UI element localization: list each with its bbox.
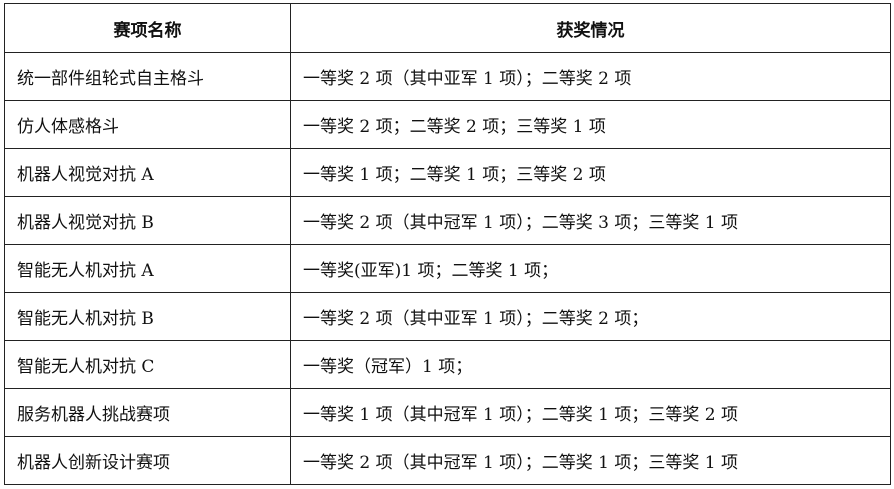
awards-cell: 一等奖 1 项；二等奖 1 项；三等奖 2 项 xyxy=(290,148,891,197)
table-row: 智能无人机对抗 B 一等奖 2 项（其中亚军 1 项）；二等奖 2 项； xyxy=(4,292,891,341)
event-name-cell: 机器人视觉对抗 B xyxy=(4,196,291,245)
event-name-cell: 机器人创新设计赛项 xyxy=(4,436,291,485)
header-row: 赛项名称 获奖情况 xyxy=(4,3,891,53)
table-row: 智能无人机对抗 A 一等奖(亚军)1 项；二等奖 1 项； xyxy=(4,244,891,293)
awards-cell: 一等奖 2 项（其中冠军 1 项）；二等奖 1 项；三等奖 1 项 xyxy=(290,436,891,485)
event-name-cell: 智能无人机对抗 B xyxy=(4,292,291,341)
awards-cell: 一等奖(亚军)1 项；二等奖 1 项； xyxy=(290,244,891,293)
header-awards: 获奖情况 xyxy=(290,3,891,53)
event-name-cell: 智能无人机对抗 C xyxy=(4,340,291,389)
awards-cell: 一等奖 2 项（其中冠军 1 项）；二等奖 3 项；三等奖 1 项 xyxy=(290,196,891,245)
awards-cell: 一等奖 2 项（其中亚军 1 项）；二等奖 2 项 xyxy=(290,52,891,101)
awards-cell: 一等奖（冠军）1 项； xyxy=(290,340,891,389)
table-row: 统一部件组轮式自主格斗 一等奖 2 项（其中亚军 1 项）；二等奖 2 项 xyxy=(4,52,891,101)
table-row: 仿人体感格斗 一等奖 2 项；二等奖 2 项；三等奖 1 项 xyxy=(4,100,891,149)
event-name-cell: 服务机器人挑战赛项 xyxy=(4,388,291,437)
awards-cell: 一等奖 2 项（其中亚军 1 项）；二等奖 2 项； xyxy=(290,292,891,341)
event-name-cell: 机器人视觉对抗 A xyxy=(4,148,291,197)
table-row: 智能无人机对抗 C 一等奖（冠军）1 项； xyxy=(4,340,891,389)
table-row: 机器人视觉对抗 A 一等奖 1 项；二等奖 1 项；三等奖 2 项 xyxy=(4,148,891,197)
table-row: 机器人创新设计赛项 一等奖 2 项（其中冠军 1 项）；二等奖 1 项；三等奖 1… xyxy=(4,436,891,485)
event-name-cell: 智能无人机对抗 A xyxy=(4,244,291,293)
table-row: 服务机器人挑战赛项 一等奖 1 项（其中冠军 1 项）；二等奖 1 项；三等奖 2… xyxy=(4,388,891,437)
event-name-cell: 仿人体感格斗 xyxy=(4,100,291,149)
table-row: 机器人视觉对抗 B 一等奖 2 项（其中冠军 1 项）；二等奖 3 项；三等奖 1… xyxy=(4,196,891,245)
awards-table: 赛项名称 获奖情况 统一部件组轮式自主格斗 一等奖 2 项（其中亚军 1 项）；二… xyxy=(4,3,891,485)
awards-cell: 一等奖 2 项；二等奖 2 项；三等奖 1 项 xyxy=(290,100,891,149)
event-name-cell: 统一部件组轮式自主格斗 xyxy=(4,52,291,101)
awards-cell: 一等奖 1 项（其中冠军 1 项）；二等奖 1 项；三等奖 2 项 xyxy=(290,388,891,437)
header-event-name: 赛项名称 xyxy=(4,3,291,53)
